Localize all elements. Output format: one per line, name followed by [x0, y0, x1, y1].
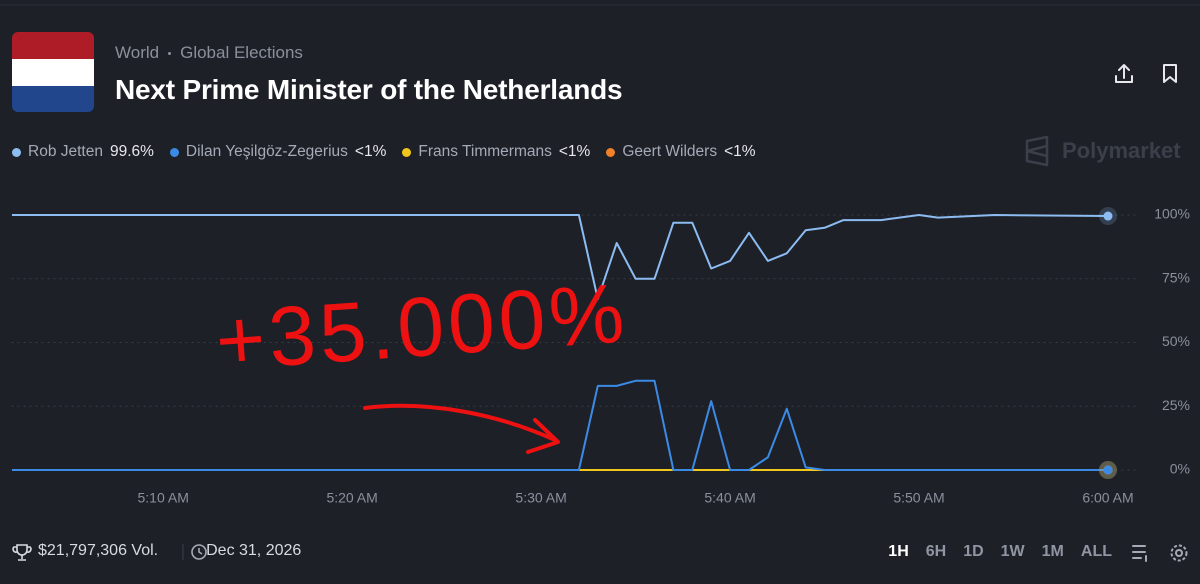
range-button[interactable]: 6H	[925, 543, 947, 560]
legend-value: 99.6%	[109, 143, 154, 160]
series-line	[12, 379, 1108, 471]
range-button[interactable]: 1M	[1041, 543, 1064, 560]
range-button[interactable]: 1W	[1000, 543, 1025, 560]
legend-value: <1%	[354, 143, 387, 160]
y-tick-label: 75%	[1162, 269, 1190, 285]
y-tick-label: 50%	[1162, 333, 1190, 349]
legend-item: Dilan Yeşilgöz-Zegerius <1%	[169, 143, 387, 161]
footer-info: $21,797,306 Vol. Dec 31, 2026	[12, 542, 301, 560]
legend-item: Rob Jetten 99.6%	[12, 143, 154, 161]
legend-dot	[402, 147, 412, 157]
legend-value: <1%	[724, 143, 756, 160]
breadcrumb: World Global Elections	[115, 43, 303, 63]
legend-value: <1%	[558, 143, 591, 160]
market-title: Next Prime Minister of the Netherlands	[115, 74, 623, 105]
range-button[interactable]: ALL	[1080, 543, 1112, 560]
annotation-arrow	[363, 403, 560, 454]
legend-name: Geert Wilders	[622, 143, 718, 160]
y-tick-label: 100%	[1154, 206, 1190, 222]
trophy-icon	[12, 544, 32, 561]
legend: Rob Jetten 99.6% Dilan Yeşilgöz-Zegerius <1…	[12, 143, 756, 161]
y-tick-label: 25%	[1162, 397, 1190, 413]
breadcrumb-item[interactable]: World	[115, 43, 160, 62]
legend-item: Frans Timmermans <1%	[402, 143, 590, 161]
range-button[interactable]: 1H	[888, 543, 909, 560]
x-tick-label: 6:00 AM	[1082, 490, 1133, 506]
volume: $21,797,306 Vol.	[38, 542, 159, 559]
legend-item: Geert Wilders <1%	[606, 143, 756, 161]
watermark: Polymarket	[1062, 138, 1181, 163]
x-tick-label: 5:20 AM	[326, 490, 377, 506]
legend-dot	[12, 147, 21, 157]
end-dot	[1103, 211, 1113, 221]
watermark-logo	[1025, 135, 1049, 167]
range-selector: 1H 6H 1D 1W 1M ALL	[888, 543, 1112, 561]
list-button[interactable]	[1132, 545, 1147, 562]
x-tick-label: 5:40 AM	[704, 490, 755, 506]
settings-button[interactable]	[1170, 544, 1188, 562]
clock-icon	[191, 544, 207, 560]
y-tick-label: 0%	[1170, 461, 1190, 477]
breadcrumb-item[interactable]: Global Elections	[180, 43, 303, 62]
series-line	[12, 214, 1109, 301]
legend-dot	[606, 147, 616, 157]
legend-name: Rob Jetten	[28, 143, 103, 160]
bookmark-button[interactable]	[1163, 64, 1177, 83]
x-tick-label: 5:30 AM	[515, 490, 566, 506]
legend-name: Dilan Yeşilgöz-Zegerius	[185, 143, 348, 160]
annotation: +35.000%	[213, 265, 631, 388]
breadcrumb-separator	[168, 51, 172, 55]
legend-name: Frans Timmermans	[418, 143, 552, 160]
legend-dot	[169, 147, 179, 157]
range-button[interactable]: 1D	[963, 543, 984, 560]
end-date: Dec 31, 2026	[206, 542, 302, 559]
x-tick-label: 5:50 AM	[893, 490, 944, 506]
x-tick-label: 5:10 AM	[137, 490, 188, 506]
end-dot	[1103, 465, 1113, 475]
flag	[12, 32, 94, 112]
share-button[interactable]	[1115, 64, 1133, 83]
